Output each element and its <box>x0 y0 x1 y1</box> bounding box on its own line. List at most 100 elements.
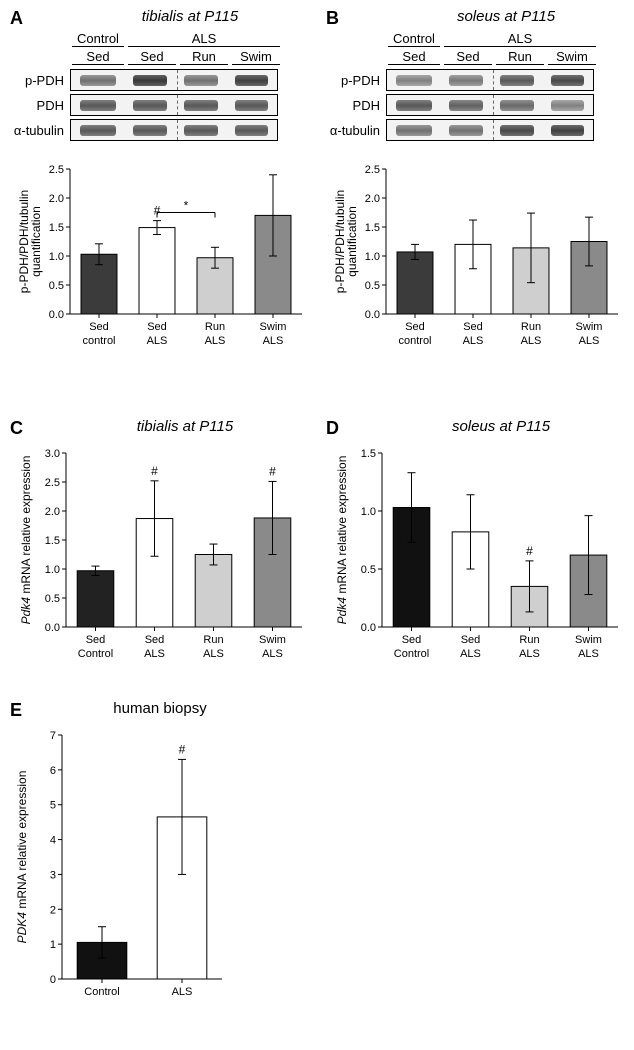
svg-text:1: 1 <box>50 939 56 951</box>
blot-box <box>386 119 594 141</box>
svg-text:1.0: 1.0 <box>365 251 380 263</box>
lane-label: Sed <box>388 49 440 65</box>
panel-a-lane-labels: Sed Sed Run Swim <box>72 49 280 65</box>
panel-d-chart: 0.00.51.01.5SedControlSedALSRunALSSwimAL… <box>326 435 626 670</box>
blot-band <box>449 125 483 136</box>
svg-text:*: * <box>184 199 189 213</box>
svg-text:2.5: 2.5 <box>45 477 60 489</box>
lane-label: Sed <box>128 49 176 65</box>
blot-band <box>235 75 269 86</box>
svg-text:Sed: Sed <box>86 634 106 646</box>
svg-text:Run: Run <box>203 634 223 646</box>
blot-band <box>500 75 534 86</box>
svg-text:0.0: 0.0 <box>49 309 64 321</box>
panel-b-lane-labels: Sed Sed Run Swim <box>388 49 596 65</box>
svg-text:#: # <box>151 464 158 478</box>
blot-band <box>500 100 534 111</box>
blot-band <box>500 125 534 136</box>
panel-c-chart: 0.00.51.01.52.02.53.0SedControlSedALSRun… <box>10 435 310 670</box>
panel-c: C tibialis at P115 0.00.51.01.52.02.53.0… <box>10 418 310 670</box>
svg-text:Sed: Sed <box>147 321 167 333</box>
blot-row-label: p-PDH <box>10 73 70 88</box>
svg-text:ALS: ALS <box>144 648 165 660</box>
blot-band <box>551 100 585 111</box>
panel-a-chart: 0.00.51.01.52.02.5SedcontrolSedALSRunALS… <box>10 147 310 357</box>
bar <box>77 571 114 627</box>
blot-band <box>80 125 116 136</box>
blot-band <box>133 100 167 111</box>
panel-a-label: A <box>10 8 23 29</box>
panel-b-title: soleus at P115 <box>386 8 626 25</box>
lane-label: Run <box>180 49 228 65</box>
lane-label: Run <box>496 49 544 65</box>
group-label: ALS <box>128 31 280 47</box>
svg-text:2.5: 2.5 <box>365 164 380 176</box>
group-label: Control <box>388 31 440 47</box>
bar <box>397 252 433 314</box>
panel-b: B soleus at P115 Control ALS Sed Sed Run… <box>326 8 626 351</box>
panel-e-chart: 01234567ControlALS#PDK4 mRNA relative ex… <box>10 717 240 1017</box>
svg-text:0.5: 0.5 <box>361 564 376 576</box>
svg-text:Swim: Swim <box>576 321 603 333</box>
svg-text:2.0: 2.0 <box>365 193 380 205</box>
blot-row-label: PDH <box>10 98 70 113</box>
panel-b-blot-area: Control ALS Sed Sed Run Swim <box>388 31 596 65</box>
svg-text:ALS: ALS <box>521 335 542 347</box>
blot-band <box>396 75 432 86</box>
panel-a-blot-area: Control ALS Sed Sed Run Swim <box>72 31 280 65</box>
svg-text:ALS: ALS <box>579 335 600 347</box>
panel-a-group-labels: Control ALS <box>72 31 280 47</box>
svg-text:1.5: 1.5 <box>361 448 376 460</box>
svg-text:1.5: 1.5 <box>365 222 380 234</box>
lane-label: Swim <box>232 49 280 65</box>
svg-text:ALS: ALS <box>578 648 599 660</box>
lane-label: Swim <box>548 49 596 65</box>
blot-band <box>551 75 585 86</box>
svg-text:quantification: quantification <box>345 206 359 277</box>
lane-label: Sed <box>444 49 492 65</box>
svg-text:0.5: 0.5 <box>45 593 60 605</box>
blot-band <box>80 75 116 86</box>
svg-text:Sed: Sed <box>463 321 483 333</box>
svg-text:ALS: ALS <box>263 335 284 347</box>
svg-text:1.5: 1.5 <box>49 222 64 234</box>
svg-text:7: 7 <box>50 730 56 742</box>
svg-text:4: 4 <box>50 835 56 847</box>
svg-text:1.0: 1.0 <box>361 506 376 518</box>
blot-row-label: α-tubulin <box>326 123 386 138</box>
blot-row-label: p-PDH <box>326 73 386 88</box>
blot-band <box>551 125 585 136</box>
blot-row-label: α-tubulin <box>10 123 70 138</box>
svg-text:0: 0 <box>50 974 56 986</box>
svg-text:Sed: Sed <box>145 634 165 646</box>
svg-text:Sed: Sed <box>89 321 109 333</box>
panel-b-blots: p-PDHPDHα-tubulin <box>326 69 626 141</box>
svg-text:Pdk4 mRNA relative expression: Pdk4 mRNA relative expression <box>19 456 33 625</box>
blot-band <box>449 75 483 86</box>
svg-text:Pdk4 mRNA relative expression: Pdk4 mRNA relative expression <box>335 456 349 625</box>
blot-box <box>70 94 278 116</box>
svg-text:ALS: ALS <box>203 648 224 660</box>
panel-d-title: soleus at P115 <box>376 418 626 435</box>
svg-text:2.0: 2.0 <box>45 506 60 518</box>
blot-band <box>396 125 432 136</box>
bar <box>139 228 175 314</box>
panel-b-chart: 0.00.51.01.52.02.5SedcontrolSedALSRunALS… <box>326 147 626 357</box>
svg-text:3: 3 <box>50 869 56 881</box>
blot-box <box>386 94 594 116</box>
svg-text:ALS: ALS <box>262 648 283 660</box>
svg-text:2: 2 <box>50 904 56 916</box>
svg-text:1.5: 1.5 <box>45 535 60 547</box>
svg-text:ALS: ALS <box>519 648 540 660</box>
panel-d: D soleus at P115 0.00.51.01.5SedControlS… <box>326 418 626 670</box>
svg-text:Control: Control <box>78 648 113 660</box>
panel-c-title: tibialis at P115 <box>60 418 310 435</box>
svg-text:6: 6 <box>50 765 56 777</box>
svg-text:control: control <box>82 335 115 347</box>
svg-text:Run: Run <box>205 321 225 333</box>
blot-band <box>396 100 432 111</box>
svg-text:PDK4 mRNA relative expression: PDK4 mRNA relative expression <box>15 771 29 944</box>
svg-text:2.0: 2.0 <box>49 193 64 205</box>
panel-a-blots: p-PDH PDH α-tubulin <box>10 69 310 141</box>
blot-band <box>80 100 116 111</box>
